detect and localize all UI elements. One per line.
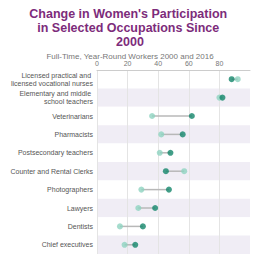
svg-text:Change in Women's Participatio: Change in Women's Participation [29, 7, 230, 21]
svg-text:Postsecondary teachers: Postsecondary teachers [18, 149, 94, 157]
svg-text:school teachers: school teachers [44, 98, 94, 105]
svg-text:in Selected Occupations Since: in Selected Occupations Since [37, 21, 222, 35]
svg-text:60: 60 [185, 60, 193, 67]
svg-text:2000: 2000 [116, 35, 144, 49]
svg-text:80: 80 [216, 60, 224, 67]
svg-text:20: 20 [124, 60, 132, 67]
svg-text:Dentists: Dentists [68, 223, 94, 230]
svg-text:0: 0 [95, 60, 99, 67]
svg-text:licensed vocational nurses: licensed vocational nurses [11, 80, 94, 87]
svg-text:Lawyers: Lawyers [67, 205, 94, 213]
svg-text:40: 40 [154, 60, 162, 67]
svg-text:Veterinarians: Veterinarians [52, 113, 93, 120]
svg-text:Chief executives: Chief executives [42, 241, 94, 248]
svg-text:Photographers: Photographers [47, 186, 93, 194]
svg-text:Elementary and middle: Elementary and middle [19, 90, 93, 98]
svg-text:Licensed practical and: Licensed practical and [21, 72, 93, 80]
svg-text:Pharmacists: Pharmacists [54, 131, 93, 138]
svg-text:Full-Time, Year-Round Workers: Full-Time, Year-Round Workers 2000 and 2… [46, 52, 214, 61]
svg-text:Counter and Rental Clerks: Counter and Rental Clerks [11, 168, 94, 175]
